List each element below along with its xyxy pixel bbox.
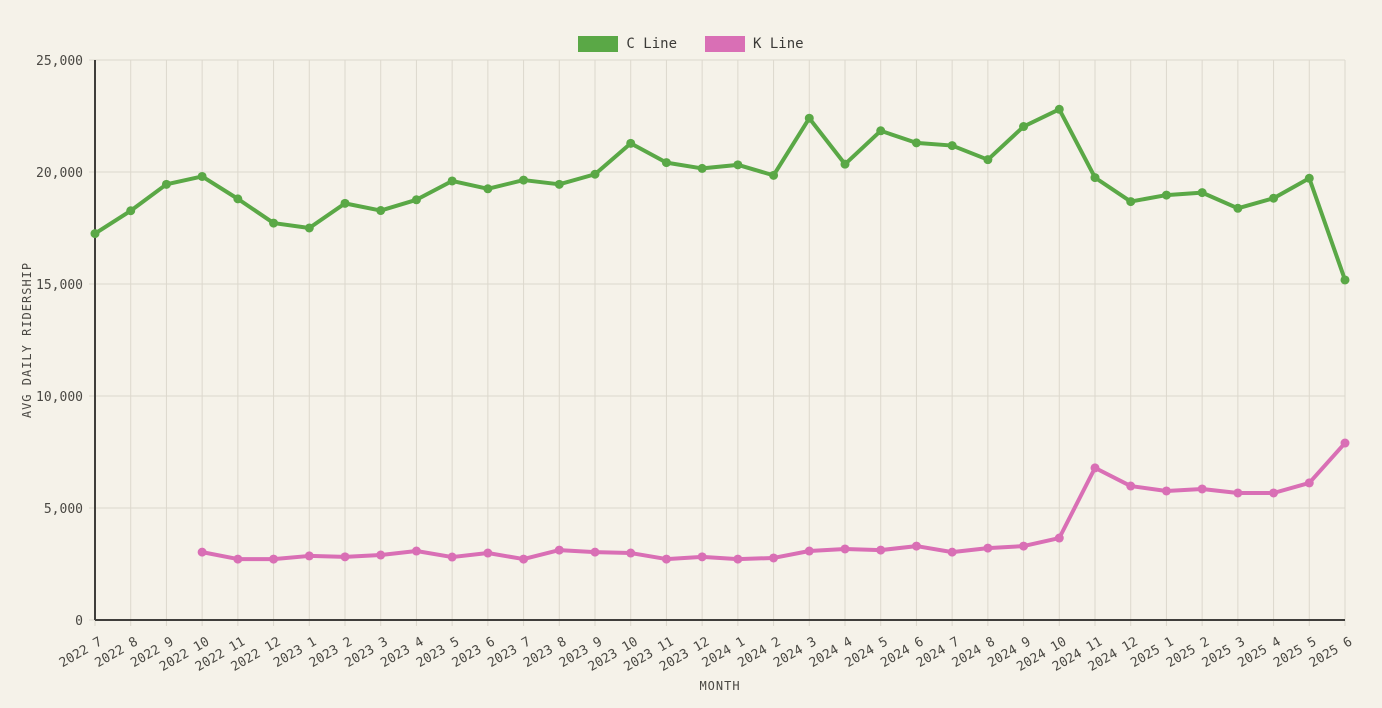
y-tick-label: 10,000 — [36, 390, 83, 405]
c-line-point — [1197, 188, 1207, 198]
c-line-point — [483, 184, 493, 194]
c-line-point — [661, 158, 671, 168]
k-line-point — [340, 552, 350, 562]
k-line-legend-label: K Line — [753, 36, 804, 52]
c-line-swatch-icon — [578, 36, 619, 52]
k-line-point — [554, 545, 564, 555]
k-line-point — [1126, 481, 1136, 491]
y-tick-label: 0 — [75, 614, 83, 629]
c-line-point — [590, 169, 600, 179]
k-line-point — [1269, 488, 1279, 498]
c-line-point — [304, 223, 314, 233]
k-line-point — [590, 547, 600, 557]
c-line-point — [90, 229, 100, 239]
k-line-point — [269, 554, 279, 564]
axes — [94, 60, 1345, 621]
k-line-point — [840, 544, 850, 554]
c-line-point — [340, 198, 350, 208]
c-line-point — [876, 126, 886, 136]
gridlines — [95, 59, 1346, 620]
k-line-point — [1197, 484, 1207, 494]
c-line-point — [554, 179, 564, 189]
k-line-point — [1161, 486, 1171, 496]
k-line-point — [947, 547, 957, 557]
c-line-point — [1126, 197, 1136, 207]
c-line-point — [769, 170, 779, 180]
k-line-point — [911, 541, 921, 551]
k-line-point — [626, 548, 636, 558]
k-line-point — [519, 554, 529, 564]
k-line-point — [983, 543, 993, 553]
axis-ticks — [89, 59, 1346, 626]
k-line-point — [661, 554, 671, 564]
c-line-series — [90, 104, 1350, 285]
c-line-point — [233, 194, 243, 204]
c-line-point — [161, 179, 171, 189]
c-line-point — [1019, 122, 1029, 132]
c-line-point — [519, 175, 529, 185]
c-line-point — [1340, 275, 1350, 285]
c-line-point — [411, 195, 421, 205]
k-line-point — [1019, 541, 1029, 551]
k-line-point — [483, 548, 493, 558]
c-line-point — [804, 113, 814, 123]
y-tick-label: 15,000 — [36, 278, 83, 293]
k-line-point — [304, 551, 314, 561]
c-line-point — [840, 159, 850, 169]
k-line-point — [804, 546, 814, 556]
y-tick-label: 20,000 — [36, 166, 83, 181]
c-line-point — [1233, 203, 1243, 213]
k-line-point — [1054, 533, 1064, 543]
k-line-point — [876, 545, 886, 555]
x-axis-title: MONTH — [699, 679, 741, 693]
c-line-point — [733, 160, 743, 170]
y-tick-label: 25,000 — [36, 54, 83, 69]
k-line-point — [733, 554, 743, 564]
c-line-point — [126, 206, 136, 216]
c-line-point — [1054, 104, 1064, 114]
c-line-point — [197, 171, 207, 181]
c-line-point — [697, 163, 707, 173]
c-line-legend-label: C Line — [626, 36, 677, 52]
c-line-point — [1304, 173, 1314, 183]
k-line-point — [1090, 463, 1100, 473]
legend-item-k-line: K Line — [705, 36, 804, 52]
k-line-point — [697, 552, 707, 562]
k-line-point — [233, 554, 243, 564]
k-line-point — [197, 547, 207, 557]
k-line-point — [1304, 478, 1314, 488]
k-line-point — [376, 550, 386, 560]
y-tick-label: 5,000 — [44, 502, 83, 517]
chart-legend: C Line K Line — [0, 36, 1382, 52]
c-line-point — [1269, 193, 1279, 203]
c-line-point — [1090, 173, 1100, 183]
c-line-point — [947, 141, 957, 151]
k-line-point — [411, 546, 421, 556]
legend-item-c-line: C Line — [578, 36, 677, 52]
k-line-point — [1233, 488, 1243, 498]
c-line-point — [269, 218, 279, 228]
k-line-series — [197, 438, 1350, 564]
k-line-point — [1340, 438, 1350, 448]
c-line-point — [376, 206, 386, 216]
c-line-point — [1161, 190, 1171, 200]
c-line-point — [626, 138, 636, 148]
k-line-point — [447, 552, 457, 562]
y-axis-title: AVG DAILY RIDERSHIP — [20, 261, 34, 419]
k-line-swatch-icon — [705, 36, 745, 52]
c-line-point — [911, 138, 921, 148]
c-line-point — [983, 155, 993, 165]
k-line-point — [769, 553, 779, 563]
c-line-point — [447, 176, 457, 186]
